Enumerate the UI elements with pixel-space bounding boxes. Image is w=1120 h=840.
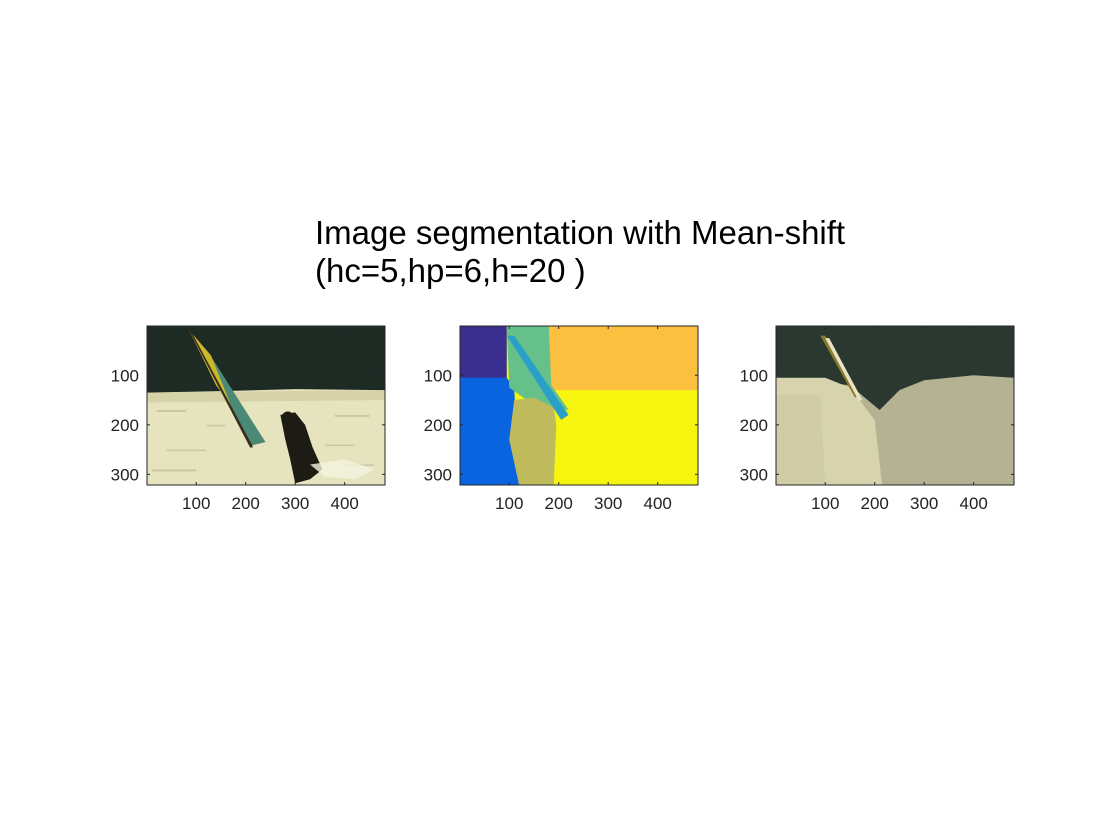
axes-box [459,325,699,486]
x-tick-label: 200 [861,494,889,513]
x-tick-label: 200 [545,494,573,513]
y-tick-label: 300 [424,465,452,484]
axes-box [146,325,386,486]
y-tick-label: 300 [111,465,139,484]
image [146,326,386,486]
x-tick-label: 400 [959,494,987,513]
title-line: Image segmentation with Mean-shift [315,214,845,251]
title-line: (hc=5,hp=6,h=20 ) [315,252,586,289]
y-tick-label: 100 [111,366,139,385]
x-tick-label: 100 [811,494,839,513]
y-tick-label: 200 [111,416,139,435]
x-tick-label: 400 [330,494,358,513]
x-tick-label: 200 [232,494,260,513]
x-tick-label: 300 [594,494,622,513]
y-tick-label: 100 [740,366,768,385]
y-tick-label: 200 [740,416,768,435]
x-tick-label: 400 [643,494,671,513]
image [459,326,699,486]
x-tick-label: 100 [495,494,523,513]
x-tick-label: 300 [281,494,309,513]
y-tick-label: 100 [424,366,452,385]
y-tick-label: 200 [424,416,452,435]
y-tick-label: 300 [740,465,768,484]
axes-box [775,325,1015,486]
x-tick-label: 100 [182,494,210,513]
image [776,326,1015,486]
x-tick-label: 300 [910,494,938,513]
